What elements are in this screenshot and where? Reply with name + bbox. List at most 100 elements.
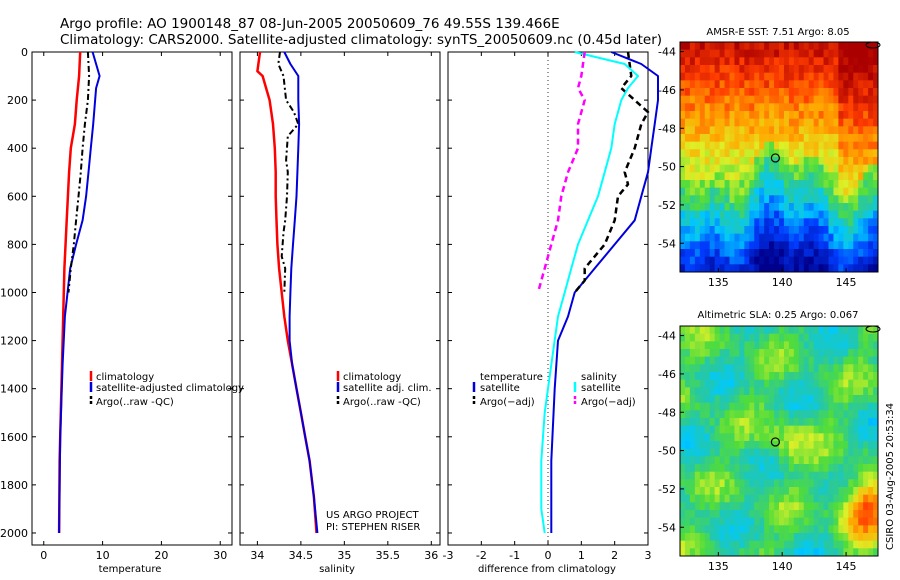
sla-cell	[833, 487, 839, 496]
sla-cell	[759, 333, 765, 342]
sst-cell	[769, 226, 775, 235]
sst-cell	[754, 141, 760, 150]
sla-cell	[699, 395, 706, 404]
sla-cell	[699, 425, 706, 434]
sla-cell	[769, 425, 775, 434]
sst-cell	[744, 210, 750, 219]
sst-cell	[714, 65, 720, 74]
sla-cell	[803, 471, 810, 480]
sla-cell	[833, 356, 839, 365]
sst-cell	[774, 195, 780, 204]
sla-cell	[744, 517, 750, 526]
sst-cell	[793, 241, 800, 250]
sst-cell	[848, 180, 854, 189]
sst-cell	[803, 241, 810, 250]
sst-cell	[793, 80, 800, 89]
sla-cell	[744, 487, 750, 496]
sla-cell	[724, 441, 730, 450]
sla-cell	[873, 533, 879, 542]
sst-cell	[848, 264, 854, 273]
sla-cell	[828, 479, 834, 488]
diff-series-0	[550, 51, 659, 533]
sla-cell	[699, 402, 706, 411]
sst-cell	[858, 49, 864, 58]
sla-cell	[858, 395, 864, 404]
sla-cell	[689, 510, 696, 519]
sla-cell	[684, 379, 691, 388]
sla-cell	[739, 540, 745, 549]
sst-cell	[803, 180, 810, 189]
sla-cell	[749, 372, 755, 381]
sla-cell	[813, 433, 819, 442]
sla-cell	[734, 479, 740, 488]
sla-cell	[739, 433, 745, 442]
sst-cell	[694, 95, 701, 104]
sst-cell	[704, 187, 711, 196]
diff-xtick-label: 3	[645, 549, 652, 562]
sst-cell	[744, 172, 750, 181]
sst-cell	[833, 264, 839, 273]
sst-cell	[754, 103, 760, 112]
sla-cell	[783, 326, 790, 335]
sst-cell	[868, 256, 874, 265]
sst-cell	[823, 172, 829, 181]
sst-cell	[808, 42, 815, 51]
sla-cell	[744, 372, 750, 381]
sst-cell	[838, 241, 844, 250]
sst-cell	[818, 141, 824, 150]
sst-cell	[729, 88, 735, 97]
sst-cell	[863, 111, 869, 120]
temp-xtick-label: 10	[96, 549, 110, 562]
sst-cell	[714, 49, 720, 58]
sla-cell	[680, 326, 686, 335]
sla-cell	[724, 387, 730, 396]
sst-cell	[704, 118, 711, 127]
sst-cell	[818, 241, 824, 250]
sst-cell	[680, 126, 686, 135]
sla-cell	[843, 502, 849, 511]
sst-cell	[744, 203, 750, 212]
sst-cell	[684, 49, 691, 58]
sst-cell	[788, 233, 795, 242]
sla-cell	[764, 364, 770, 373]
sla-cell	[749, 379, 755, 388]
sla-cell	[808, 410, 815, 419]
sst-cell	[714, 203, 720, 212]
sla-cell	[729, 372, 735, 381]
sla-cell	[803, 464, 810, 473]
sla-cell	[680, 464, 686, 473]
sst-cell	[754, 157, 760, 166]
sla-cell	[680, 356, 686, 365]
sla-cell	[754, 387, 760, 396]
sla-cell	[833, 533, 839, 542]
sst-cell	[779, 57, 785, 66]
sla-cell	[749, 433, 755, 442]
sst-cell	[818, 218, 824, 227]
sla-cell	[863, 441, 869, 450]
sst-cell	[848, 95, 854, 104]
sla-cell	[699, 387, 706, 396]
sst-cell	[734, 157, 740, 166]
sst-cell	[739, 80, 745, 89]
temp-series-0	[57, 51, 82, 534]
sla-cell	[818, 471, 824, 480]
sst-cell	[709, 149, 716, 158]
sst-cell	[848, 42, 854, 51]
sla-cell	[689, 548, 696, 557]
depth-tick-label: 1000	[0, 286, 28, 299]
sla-cell	[788, 525, 795, 534]
sla-cell	[744, 410, 750, 419]
sst-cell	[754, 218, 760, 227]
sst-cell	[783, 149, 790, 158]
sst-cell	[694, 164, 701, 173]
sst-cell	[724, 72, 730, 81]
sst-cell	[699, 149, 706, 158]
sla-cell	[754, 341, 760, 350]
sst-cell	[759, 49, 765, 58]
sla-cell	[863, 425, 869, 434]
sla-cell	[709, 448, 716, 457]
sst-cell	[843, 256, 849, 265]
sst-cell	[823, 218, 829, 227]
sla-cell	[684, 418, 691, 427]
sst-cell	[689, 210, 696, 219]
